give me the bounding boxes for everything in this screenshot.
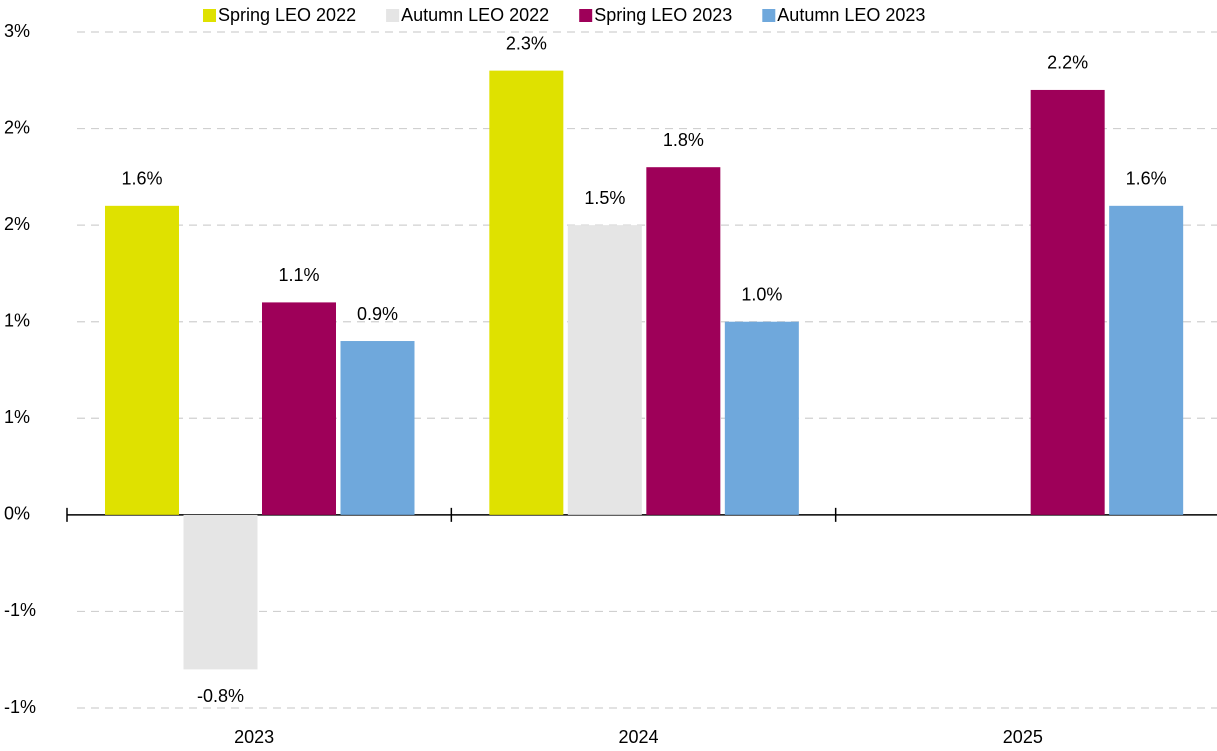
bar — [105, 205, 179, 515]
bar — [567, 225, 642, 515]
y-tick-label: 3% — [4, 21, 30, 41]
bar — [340, 341, 415, 515]
bar — [183, 514, 258, 670]
y-tick-label: 1% — [4, 310, 30, 330]
data-label: -0.8% — [197, 686, 244, 706]
data-label: 2.2% — [1047, 53, 1088, 73]
bar — [646, 167, 721, 515]
bar — [262, 302, 336, 515]
x-tick-label: 2023 — [234, 727, 274, 747]
legend-swatch — [386, 9, 400, 22]
bar — [724, 321, 799, 515]
data-label: 1.5% — [584, 188, 625, 208]
legend-swatch — [203, 9, 216, 22]
bar — [489, 70, 564, 515]
legend-label: Spring LEO 2023 — [594, 5, 732, 25]
y-tick-label: -1% — [4, 600, 36, 620]
y-tick-label: -1% — [4, 697, 36, 717]
data-label: 1.6% — [121, 169, 162, 189]
bar — [1109, 205, 1184, 515]
y-tick-label: 2% — [4, 117, 30, 137]
y-tick-label: 0% — [4, 504, 30, 524]
legend-label: Spring LEO 2022 — [218, 5, 356, 25]
data-label: 1.8% — [663, 130, 704, 150]
x-tick-label: 2024 — [618, 727, 658, 747]
legend-label: Autumn LEO 2023 — [777, 5, 925, 25]
data-label: 1.6% — [1126, 169, 1167, 189]
legend-swatch — [579, 9, 593, 22]
data-label: 1.0% — [741, 284, 782, 304]
data-label: 2.3% — [506, 33, 547, 53]
bar — [1030, 89, 1105, 515]
data-label: 1.1% — [278, 265, 319, 285]
data-label: 0.9% — [357, 304, 398, 324]
legend-label: Autumn LEO 2022 — [401, 5, 549, 25]
legend-swatch — [762, 9, 776, 22]
y-tick-label: 1% — [4, 407, 30, 427]
y-tick-label: 2% — [4, 214, 30, 234]
x-tick-label: 2025 — [1003, 727, 1043, 747]
